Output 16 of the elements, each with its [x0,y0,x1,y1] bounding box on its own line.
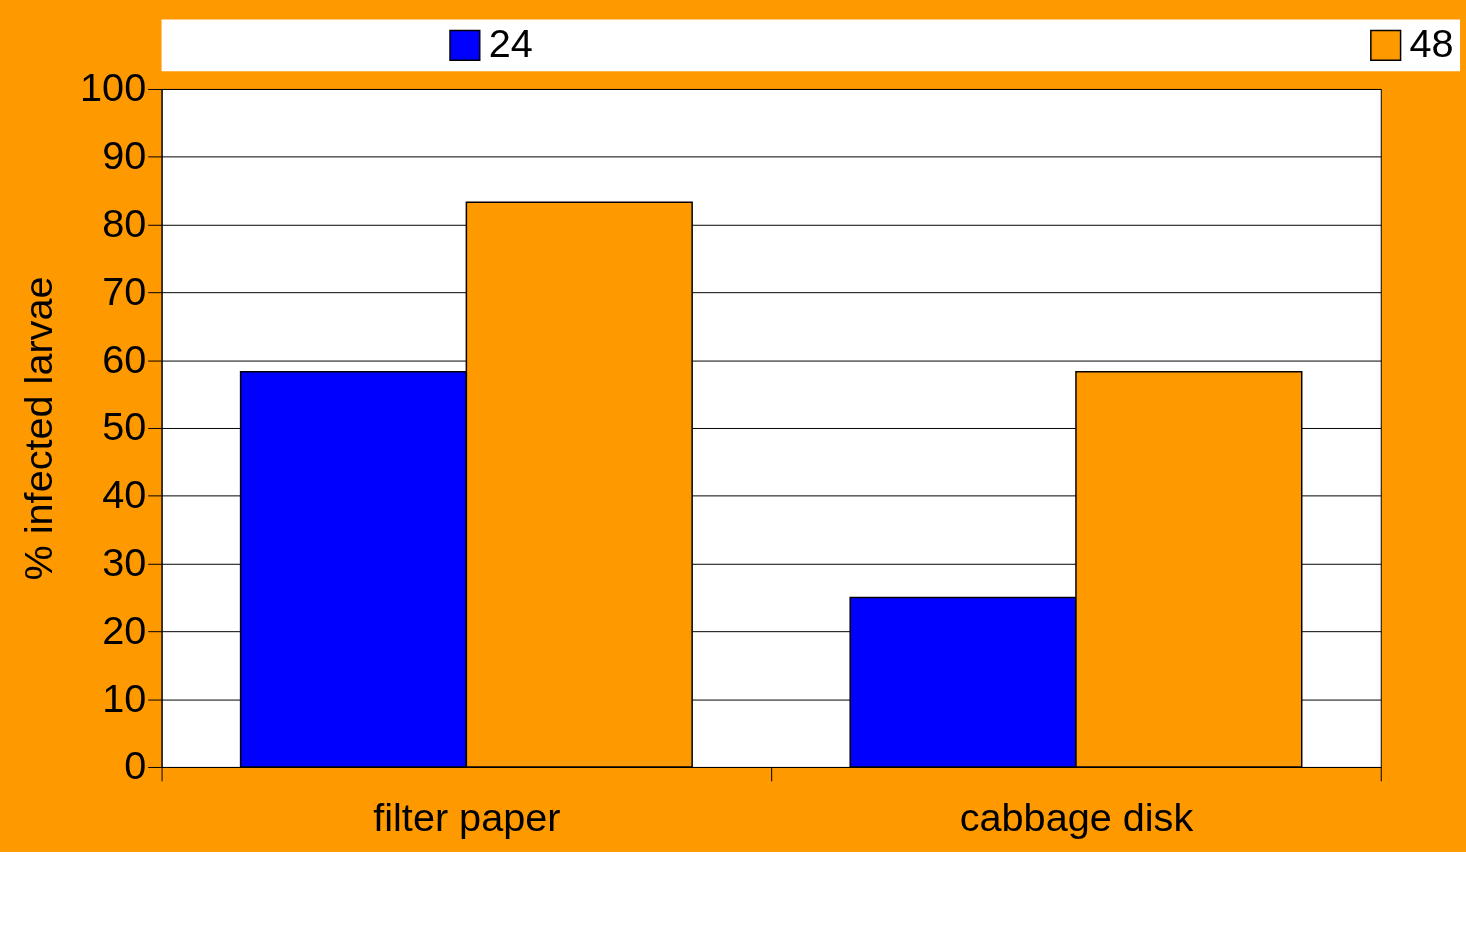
x-tick-label: cabbage disk [959,794,1194,839]
y-tick-label: 70 [102,268,147,313]
y-tick-label: 80 [102,200,147,245]
x-tick-label: filter paper [373,794,561,839]
y-axis-title: % infected larvae [16,276,61,581]
y-tick-label: 100 [80,65,147,110]
y-tick-label: 30 [102,539,147,584]
y-tick-label: 90 [102,133,147,178]
y-tick-label: 20 [102,607,147,652]
y-tick-label: 50 [102,404,147,449]
y-tick-label: 40 [102,472,147,517]
y-tick-label: 10 [102,675,147,720]
y-tick-label: 60 [102,336,147,381]
legend-label: 48 [1409,21,1454,66]
legend-label: 24 [488,21,533,66]
y-tick-label: 0 [124,743,147,788]
